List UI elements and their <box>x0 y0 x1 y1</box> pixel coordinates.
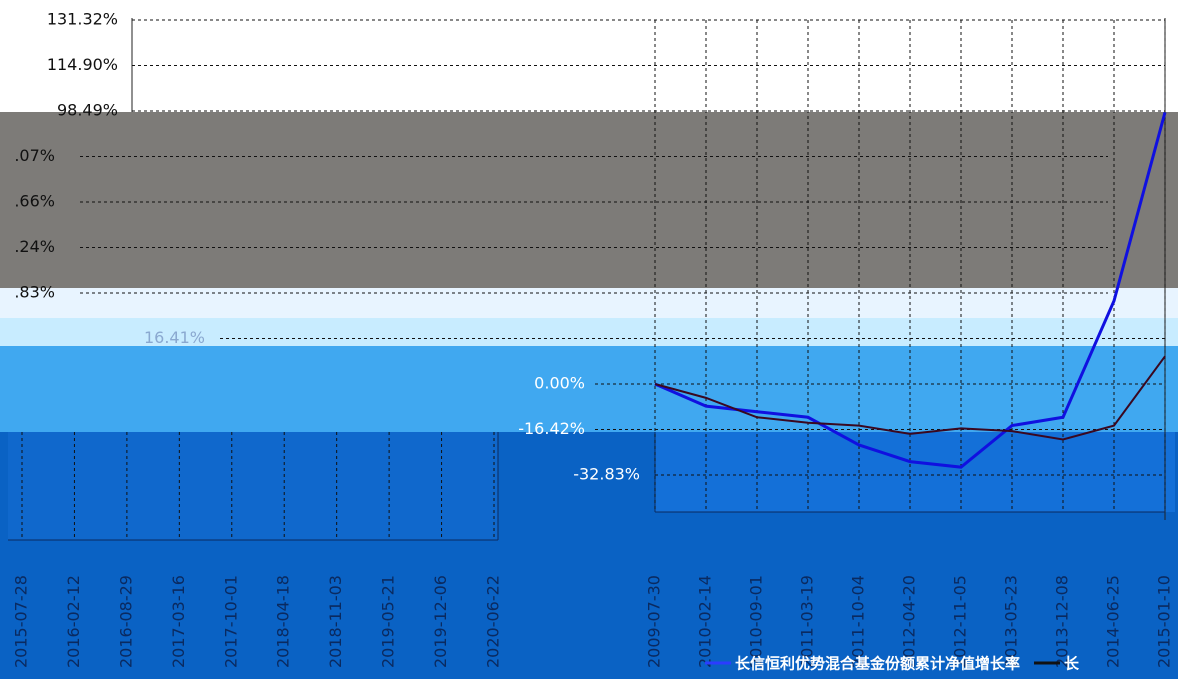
y-tick-label: -32.83% <box>573 465 640 484</box>
glitch-band <box>0 346 1178 432</box>
glitch-band <box>655 432 1175 512</box>
x-tick-label: 2013-12-08 <box>1053 575 1072 668</box>
legend <box>700 651 1170 675</box>
x-tick-label: 2010-02-14 <box>696 575 715 668</box>
series-line <box>654 355 1166 441</box>
y-tick-label: 16.41% <box>144 328 205 347</box>
x-tick-label: 2020-06-22 <box>484 575 503 668</box>
x-tick-label: 2019-05-21 <box>379 575 398 668</box>
x-tick-label: 2013-05-23 <box>1002 575 1021 668</box>
y-tick-label: .66% <box>14 192 55 211</box>
y-tick-label: .24% <box>14 237 55 256</box>
x-tick-label: 2016-02-12 <box>64 575 83 668</box>
y-tick-label: .07% <box>14 146 55 165</box>
legend-label: 长 <box>1064 655 1080 673</box>
x-tick-label: 2009-07-30 <box>645 575 664 668</box>
x-tick-label: 2011-10-04 <box>849 575 868 668</box>
y-tick-label: 114.90% <box>47 55 118 74</box>
x-tick-label: 2015-07-28 <box>12 575 31 668</box>
x-tick-label: 2017-10-01 <box>221 575 240 668</box>
y-tick-label: -16.42% <box>518 419 585 438</box>
y-tick-label: 0.00% <box>534 374 585 393</box>
x-tick-label: 2012-11-05 <box>951 575 970 668</box>
x-tick-label: 2018-11-03 <box>326 575 345 668</box>
x-tick-label: 2015-01-10 <box>1155 575 1174 668</box>
x-tick-label: 2017-03-16 <box>169 575 188 668</box>
glitch-band <box>0 318 1178 346</box>
y-tick-label: 131.32% <box>47 10 118 29</box>
x-tick-label: 2010-09-01 <box>747 575 766 668</box>
x-tick-label: 2016-08-29 <box>116 575 135 668</box>
x-tick-label: 2011-03-19 <box>798 575 817 668</box>
y-tick-label: .83% <box>14 283 55 302</box>
y-tick-label: 98.49% <box>57 101 118 120</box>
legend-label: 长信恒利优势混合基金份额累计净值增长率 <box>735 655 1020 673</box>
glitch-band <box>0 112 1178 288</box>
x-tick-label: 2018-04-18 <box>274 575 293 668</box>
x-tick-label: 2019-12-06 <box>431 575 450 668</box>
glitch-band <box>8 432 498 540</box>
x-tick-label: 2014-06-25 <box>1104 575 1123 668</box>
x-tick-label: 2012-04-20 <box>900 575 919 668</box>
